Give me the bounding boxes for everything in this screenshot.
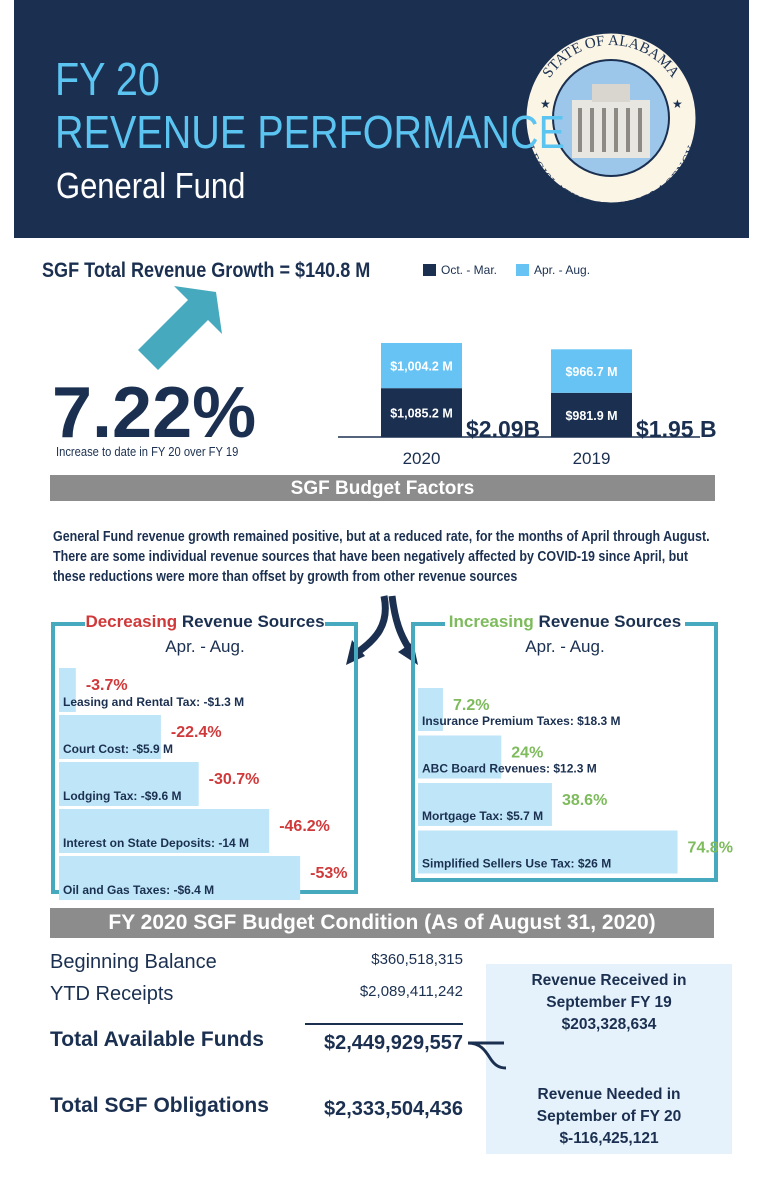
- growth-headline: SGF Total Revenue Growth = $140.8 M: [42, 259, 371, 282]
- svg-text:★: ★: [672, 97, 683, 111]
- legend-swatch: [516, 264, 529, 276]
- bar: [59, 762, 199, 806]
- total-label: $1.95 B: [636, 416, 717, 442]
- panel-subtitle: Apr. - Aug.: [525, 637, 605, 656]
- bar: [418, 688, 443, 731]
- factors-title: SGF Budget Factors: [290, 478, 475, 499]
- legend-label: Oct. - Mar.: [441, 263, 497, 277]
- growth-note: Increase to date in FY 20 over FY 19: [56, 444, 239, 459]
- box-line: September FY 19: [546, 994, 672, 1011]
- legend-label: Apr. - Aug.: [534, 263, 590, 277]
- bar: [59, 715, 161, 759]
- category-label: Court Cost: -$5.9 M: [63, 742, 173, 756]
- panel-title: Decreasing Revenue Sources: [85, 612, 325, 632]
- row-label: YTD Receipts: [50, 983, 174, 1005]
- value-label: -22.4%: [171, 724, 222, 741]
- factors-text: General Fund revenue growth remained pos…: [53, 529, 710, 585]
- subtitle: General Fund: [56, 165, 246, 206]
- panel-subtitle: Apr. - Aug.: [165, 637, 245, 656]
- value-label: $1,085.2 M: [390, 407, 453, 421]
- x-tick-label: 2019: [573, 449, 611, 468]
- value-label: $1,004.2 M: [390, 360, 453, 374]
- row-label: Total SGF Obligations: [50, 1094, 269, 1117]
- category-label: Simplified Sellers Use Tax: $26 M: [422, 857, 611, 871]
- growth-arrow: [138, 286, 222, 370]
- box-line: $-116,425,121: [559, 1130, 659, 1147]
- bar: [418, 783, 552, 826]
- row-label: Beginning Balance: [50, 951, 217, 973]
- panel-title-part: Decreasing: [85, 612, 178, 631]
- category-label: Lodging Tax: -$9.6 M: [63, 789, 181, 803]
- value-label: -30.7%: [209, 771, 260, 788]
- legend-swatch: [423, 264, 436, 276]
- panel-title-part: Revenue Sources: [181, 612, 325, 631]
- bar: [418, 830, 678, 874]
- category-label: Mortgage Tax: $5.7 M: [422, 809, 543, 823]
- value-label: $981.9 M: [565, 409, 617, 423]
- panel-title-part: Revenue Sources: [538, 612, 682, 631]
- row-value: $2,449,929,557: [323, 1032, 463, 1054]
- connector: [467, 1041, 507, 1070]
- value-label: -53%: [310, 865, 347, 882]
- condition-banner: [50, 908, 714, 938]
- bar: [418, 735, 502, 779]
- x-tick-label: 2020: [403, 449, 441, 468]
- bar: [59, 668, 76, 712]
- bar: [59, 809, 270, 853]
- seal: STATE OF ALABAMA LEGISLATIVE SERVICES AG…: [523, 30, 699, 214]
- curved-arrows: [355, 595, 413, 655]
- row-value: $2,333,504,436: [323, 1098, 463, 1120]
- title-line: FY 20: [55, 53, 160, 105]
- value-label: 38.6%: [562, 792, 607, 809]
- box-line: September of FY 20: [536, 1108, 682, 1125]
- panel-title: Increasing Revenue Sources: [445, 612, 685, 632]
- category-label: Insurance Premium Taxes: $18.3 M: [422, 714, 621, 728]
- bar-segment: [551, 392, 632, 437]
- bar: [59, 856, 301, 900]
- category-label: ABC Board Revenues: $12.3 M: [422, 762, 597, 776]
- condition-title: FY 2020 SGF Budget Condition (As of Augu…: [108, 911, 656, 934]
- september-box: [486, 964, 732, 1154]
- box-line: Revenue Received in: [531, 972, 687, 989]
- value-label: 24%: [511, 745, 543, 762]
- category-label: Oil and Gas Taxes: -$6.4 M: [63, 883, 214, 897]
- growth-percent: 7.22%: [52, 373, 257, 453]
- bar-segment: [381, 342, 462, 389]
- box-line: Revenue Needed in: [537, 1086, 681, 1103]
- svg-text:★: ★: [540, 97, 551, 111]
- category-label: Leasing and Rental Tax: -$1.3 M: [63, 695, 244, 709]
- title-line: REVENUE PERFORMANCE: [55, 106, 565, 158]
- value-label: -46.2%: [279, 818, 330, 835]
- panel-title-part: Increasing: [448, 612, 534, 631]
- box-line: $203,328,634: [561, 1016, 657, 1033]
- value-label: $966.7 M: [565, 365, 617, 379]
- value-label: 7.2%: [453, 697, 489, 714]
- value-label: 74.8%: [688, 840, 733, 857]
- category-label: Interest on State Deposits: -14 M: [63, 836, 249, 850]
- row-value: $360,518,315: [371, 951, 463, 968]
- value-label: -3.7%: [86, 677, 128, 694]
- row-label: Total Available Funds: [50, 1028, 264, 1051]
- row-value: $2,089,411,242: [359, 983, 463, 1000]
- factors-banner: [50, 475, 715, 501]
- bar-segment: [551, 349, 632, 393]
- total-label: $2.09B: [466, 416, 540, 442]
- bar-segment: [381, 388, 462, 437]
